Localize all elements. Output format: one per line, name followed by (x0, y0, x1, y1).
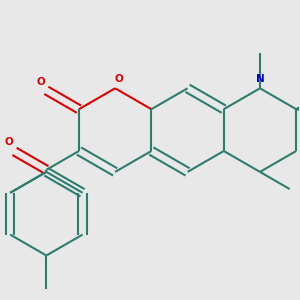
Text: O: O (4, 137, 13, 147)
Text: O: O (115, 74, 124, 84)
Text: N: N (256, 74, 264, 84)
Text: O: O (36, 77, 45, 87)
